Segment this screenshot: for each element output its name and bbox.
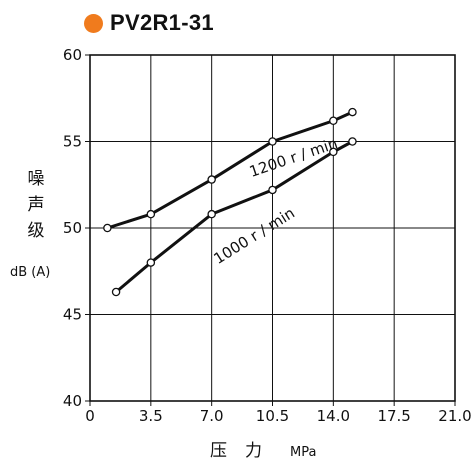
data-point bbox=[207, 209, 216, 219]
y-tick-label: 45 bbox=[63, 306, 82, 324]
y-tick-label: 60 bbox=[63, 46, 82, 64]
data-point bbox=[103, 223, 112, 233]
y-tick-label: 40 bbox=[63, 392, 82, 410]
title-marker-dot-icon bbox=[84, 13, 103, 33]
x-tick-label: 7.0 bbox=[200, 407, 224, 425]
x-tick-label: 21.0 bbox=[438, 407, 471, 425]
x-axis-label-text: 压力 bbox=[210, 441, 280, 461]
x-axis-label: 压力 MPa bbox=[210, 436, 316, 461]
y-axis-unit: dB (A) bbox=[10, 265, 51, 280]
y-axis-label-char: 级 bbox=[27, 221, 45, 241]
y-tick-label: 55 bbox=[63, 133, 82, 151]
series-label: 1000 r / min bbox=[210, 204, 298, 268]
y-tick-label: 50 bbox=[63, 219, 82, 237]
x-tick-label: 3.5 bbox=[139, 407, 163, 425]
x-tick-label: 17.5 bbox=[377, 407, 410, 425]
x-axis-unit: MPa bbox=[290, 445, 317, 460]
data-point bbox=[348, 107, 357, 117]
data-point bbox=[268, 185, 277, 195]
data-point bbox=[268, 137, 277, 146]
x-tick-label: 14.0 bbox=[317, 407, 350, 425]
data-point bbox=[348, 137, 357, 146]
data-point bbox=[146, 258, 156, 267]
y-axis-label-char: 声 bbox=[27, 195, 45, 215]
y-axis-label: 噪 声 级 bbox=[24, 166, 48, 244]
x-tick-label: 0 bbox=[85, 407, 95, 425]
chart-title-text: PV2R1-31 bbox=[110, 10, 214, 35]
data-point bbox=[329, 147, 338, 157]
data-point bbox=[207, 175, 216, 184]
x-tick-label: 10.5 bbox=[256, 407, 289, 425]
series-line-1 bbox=[106, 110, 354, 230]
y-axis-label-char: 噪 bbox=[27, 169, 45, 189]
chart-title: PV2R1-31 bbox=[84, 8, 214, 38]
data-point bbox=[146, 209, 156, 219]
data-point bbox=[329, 116, 338, 125]
data-point bbox=[111, 287, 121, 297]
